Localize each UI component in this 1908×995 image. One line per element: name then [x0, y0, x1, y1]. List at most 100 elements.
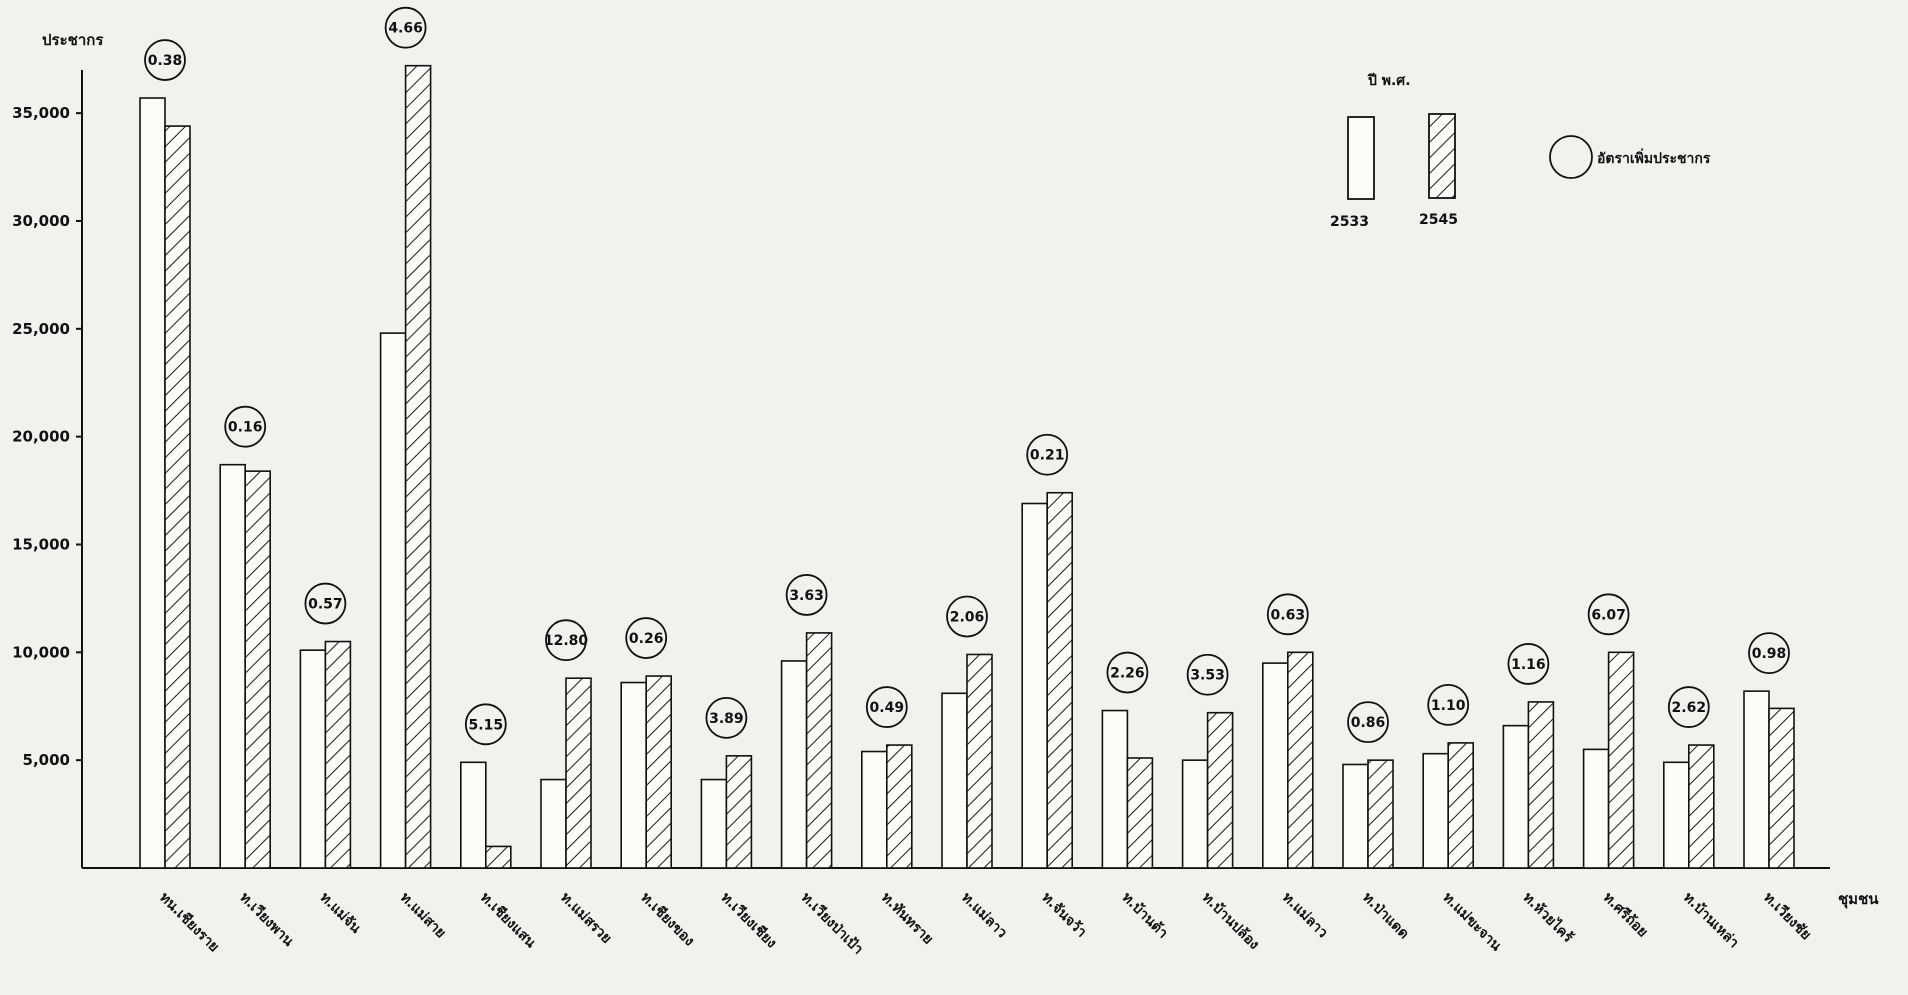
growth-rate-circle: [865, 686, 908, 728]
category-label: ท.แม่ลาว: [958, 890, 1010, 942]
bar-2545: [484, 845, 512, 869]
bar-2533: [1101, 709, 1129, 869]
bar-2533: [299, 649, 327, 869]
growth-rate-label: 12.80: [544, 633, 589, 649]
bar-2545: [324, 640, 352, 869]
growth-rate-circle: [304, 582, 347, 625]
category-label: ท.เชียงแสน: [477, 890, 539, 952]
bar-2533: [780, 660, 808, 869]
growth-rate-label: 0.57: [308, 597, 343, 613]
growth-rate-label: 2.62: [1672, 700, 1707, 716]
bar-2533: [1582, 748, 1610, 869]
bar-2545: [1206, 711, 1234, 869]
growth-rate-circle: [224, 405, 267, 448]
bar-2533: [139, 97, 166, 869]
category-labels: ทน.เชียงราย ท.เวียงพาน ท.แม่จัน ท.แม่สาย ท.เ…: [156, 888, 1814, 958]
growth-rate-circle: [384, 6, 427, 49]
bar-2533: [459, 761, 487, 869]
bar-2545: [1447, 742, 1474, 869]
growth-rate-label: 0.63: [1271, 607, 1306, 623]
growth-rate-label: 1.16: [1511, 657, 1546, 673]
bar-2545: [725, 755, 753, 869]
bar-2533: [379, 332, 407, 869]
bar-2545: [1607, 651, 1635, 869]
y-tick-label: 15,000: [12, 535, 70, 553]
growth-rate-label: 4.66: [388, 21, 423, 37]
growth-rate-circle: [705, 696, 748, 739]
growth-rate-label: 3.63: [789, 588, 824, 604]
y-tick-label: 30,000: [12, 212, 70, 230]
growth-rate-markers: 0.38 0.16 0.57 4.66 5.15 12.80 0.26 3.89 3.63 0.4…: [144, 6, 1790, 746]
category-label: ท.เชียงของ: [637, 890, 697, 950]
growth-rate-circle: [144, 39, 186, 81]
growth-rate-label: 0.26: [629, 631, 664, 647]
legend-rate-circle: [1549, 135, 1593, 179]
category-label: ท.แม่จัน: [317, 890, 364, 937]
category-label: ท.เวียงป่าเป้า: [798, 890, 866, 958]
category-label: ท.บ้านปล้อง: [1199, 890, 1262, 953]
y-tick-label: 35,000: [12, 104, 70, 122]
bar-2545: [645, 675, 673, 869]
growth-rate-label: 3.89: [709, 711, 744, 727]
bar-2533: [1743, 690, 1770, 869]
growth-rate-label: 2.26: [1110, 666, 1145, 682]
growth-rate-circle: [1186, 653, 1229, 696]
bar-2545: [1287, 651, 1314, 869]
bar-2545: [805, 632, 833, 869]
growth-rate-label: 5.15: [469, 717, 504, 733]
bar-2533: [540, 778, 567, 869]
growth-rate-circle: [464, 703, 507, 746]
bar-2533: [1181, 759, 1209, 869]
category-label: ท.แม่สาย: [397, 890, 449, 942]
growth-rate-circle: [625, 617, 668, 659]
bar-2533: [1663, 761, 1690, 869]
legend-swatch-2533: [1347, 116, 1375, 200]
bar-2533: [219, 463, 246, 869]
growth-rate-circle: [1587, 593, 1630, 636]
bar-2545: [1126, 757, 1154, 869]
y-tick-label: 20,000: [12, 428, 70, 446]
bar-2545: [1768, 707, 1795, 869]
category-label: ท.แม่สรวย: [557, 890, 614, 947]
category-label: ท.ป่าแดด: [1359, 890, 1412, 943]
bar-2533: [941, 692, 968, 869]
bar-2545: [1046, 491, 1073, 869]
growth-rate-circle: [1026, 433, 1069, 476]
legend-rate-label: อัตราเพิ่มประชากร: [1597, 148, 1711, 167]
category-label: ท.เวียงพาน: [236, 890, 296, 950]
legend-year-2533: 2533: [1330, 214, 1369, 230]
growth-rate-circle: [946, 595, 988, 638]
growth-rate-label: 0.21: [1030, 448, 1065, 464]
growth-rate-label: 6.07: [1591, 607, 1626, 623]
growth-rate-circle: [1507, 643, 1550, 685]
y-tick-label: 5,000: [23, 751, 70, 769]
category-label: ท.แม่ขะจาน: [1439, 890, 1504, 955]
bar-2545: [1688, 744, 1715, 869]
growth-rate-label: 0.16: [228, 420, 263, 436]
bar-2533: [700, 778, 728, 869]
growth-rate-circle: [785, 574, 828, 616]
category-label: ท.ศรีถ้อย: [1600, 890, 1651, 941]
bar-2533: [1342, 763, 1369, 869]
category-label: ท.เวียงเชียง: [718, 890, 780, 952]
growth-rate-label: 1.10: [1431, 698, 1466, 714]
bar-2533: [1422, 752, 1449, 869]
growth-rate-circle: [545, 619, 587, 662]
bar-2533: [1021, 502, 1049, 869]
bar-2533: [860, 750, 888, 869]
bar-2545: [1367, 759, 1394, 869]
legend-swatch-2545: [1428, 113, 1456, 199]
category-label: ท.เวียงชัย: [1760, 890, 1814, 944]
category-label: ท.แม่ลาว: [1279, 890, 1331, 942]
bar-2533: [1262, 662, 1289, 869]
category-label: ท.บ้านเหล่า: [1680, 890, 1742, 952]
growth-rate-circle: [1748, 632, 1790, 675]
bar-2545: [885, 744, 913, 869]
category-label: ท.ห้วยไคร้: [1520, 888, 1578, 946]
y-tick-label: 10,000: [12, 643, 70, 661]
growth-rate-label: 0.98: [1752, 646, 1787, 662]
growth-rate-label: 2.06: [950, 609, 985, 625]
growth-rate-circle: [1667, 686, 1710, 728]
